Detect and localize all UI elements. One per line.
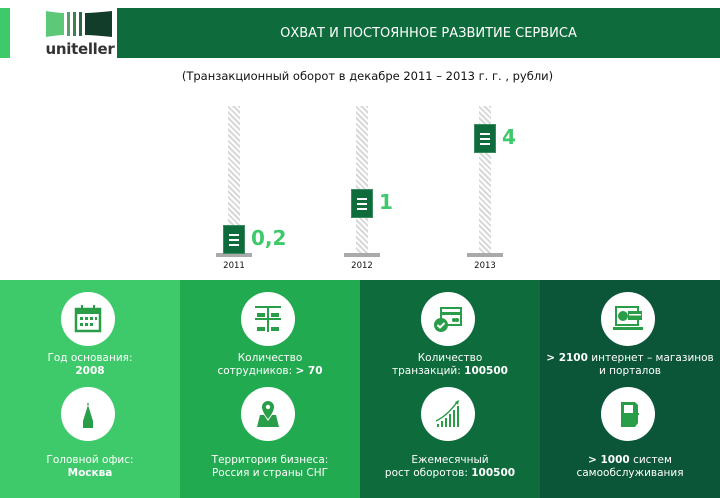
stat-label: Количество [417,352,483,364]
accent-bar [0,8,10,58]
map-pin-icon [241,387,295,441]
bar-marker [223,225,245,254]
bar-base [216,253,252,257]
stat-label: самообслуживания [576,467,684,479]
stat-text: Год основания: 2008 [0,352,180,378]
stat-text: > 2100 интернет – магазинов и порталов [540,352,720,378]
stat-label: Головной офис: [46,454,134,466]
stat-value: 100500 [464,365,508,377]
stat-panel-4: > 2100 интернет – магазинов и порталов >… [540,280,720,498]
bar-base [344,253,380,257]
bar-marker [474,124,496,154]
page-title: ОХВАТ И ПОСТОЯННОЕ РАЗВИТИЕ СЕРВИСА [117,8,720,58]
stat-label: Год основания: [47,352,133,364]
stat-panel-3: Количество транзакций: 100500 Ежемесячны… [360,280,540,498]
chart-column-2011: 0,2 2011 [204,106,286,276]
stat-panel-1: Год основания: 2008 Головной офис: Москв… [0,280,180,498]
logo: uniteller [40,8,120,58]
stat-label: рост оборотов: [384,467,472,479]
data-label: 1 [379,190,393,215]
stat-label: Россия и страны СНГ [211,467,329,479]
stat-label: сотрудников: [217,365,296,377]
laptop-ecommerce-icon [601,292,655,346]
stat-value: > 70 [295,365,323,377]
tick-label: 2012 [351,261,373,271]
credit-card-check-icon [421,292,475,346]
calendar-icon [61,292,115,346]
chart-title: (Транзакционный оборот в декабре 2011 – … [181,69,554,83]
bar-track [228,106,240,255]
logo-mark-icon [46,11,112,37]
stat-label: Количество [237,352,303,364]
stat-label: Ежемесячный [411,454,489,466]
chart-column-2013: 4 2013 [455,106,516,276]
stat-value: Москва [67,467,113,479]
stat-text: Количество сотрудников: > 70 [180,352,360,378]
stat-label: и порталов [599,365,661,377]
stat-text: Территория бизнеса: Россия и страны СНГ [180,454,360,480]
kremlin-tower-icon [61,387,115,441]
stat-value: > 1000 [588,454,630,466]
stat-text: Ежемесячный рост оборотов: 100500 [360,454,540,480]
stat-value: 100500 [471,467,516,479]
data-label: 4 [502,125,516,150]
stat-label: систем [629,454,672,466]
growth-chart-icon [421,387,475,441]
tick-label: 2013 [474,261,496,271]
stat-label: транзакций: [392,365,465,377]
bar-track [356,106,368,255]
bar-base [467,253,503,257]
stat-value: > 2100 [546,352,588,364]
stat-text: Головной офис: Москва [0,454,180,480]
stat-value: 2008 [75,365,105,377]
stat-text: > 1000 систем самообслуживания [540,454,720,480]
tick-label: 2011 [223,261,245,271]
chart-column-2012: 1 2012 [332,106,393,276]
kiosk-icon [601,387,655,441]
stat-label: Территория бизнеса: [211,454,329,466]
stat-panel-2: Количество сотрудников: > 70 Территория … [180,280,360,498]
office-employees-icon [241,292,295,346]
data-label: 0,2 [251,226,287,250]
logo-text: uniteller [45,40,115,58]
bar-marker [351,189,373,219]
stat-text: Количество транзакций: 100500 [360,352,540,378]
stat-label: интернет – магазинов [587,352,714,364]
